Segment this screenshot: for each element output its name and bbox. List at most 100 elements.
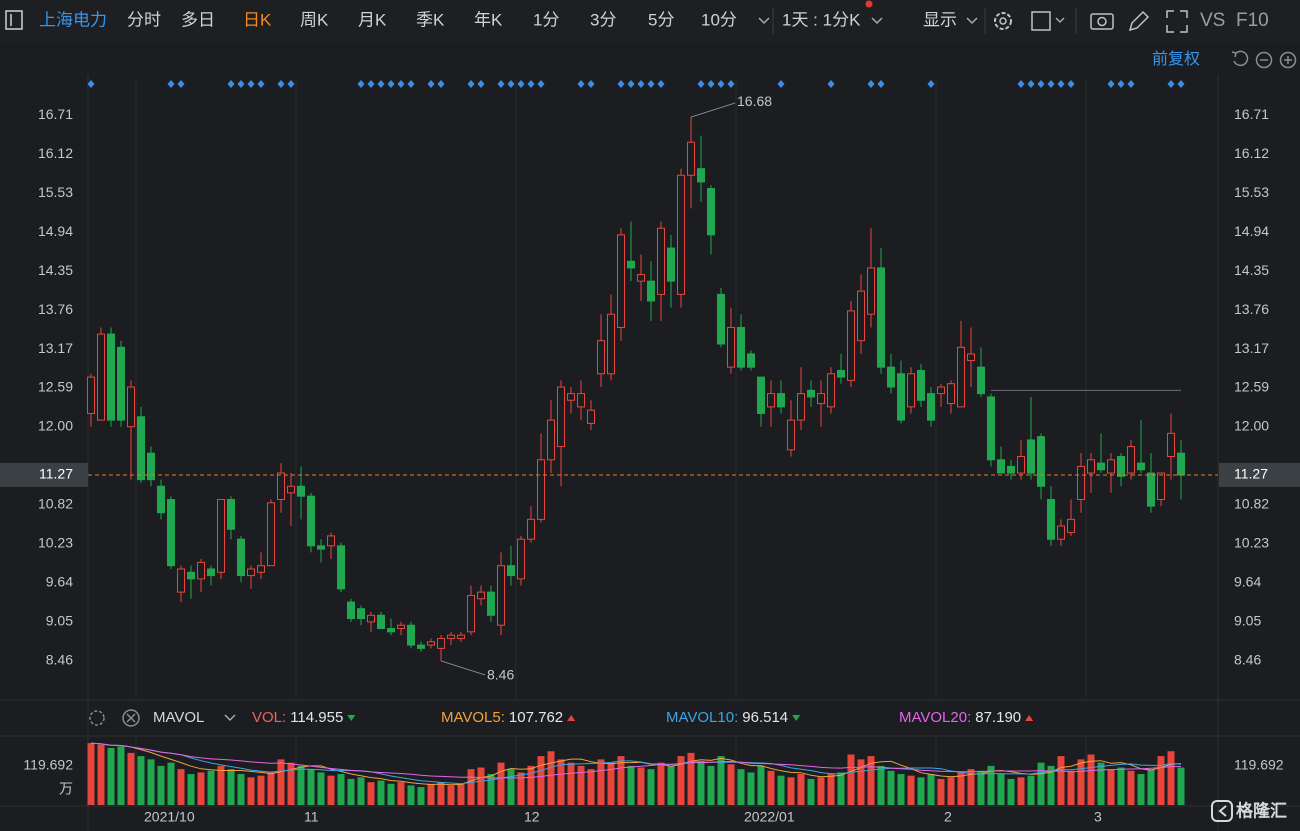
volume-bar <box>387 783 395 805</box>
period-tab[interactable]: 周K <box>300 10 329 29</box>
last-price-box <box>0 463 88 488</box>
volume-bar <box>927 774 935 805</box>
volume-bar <box>1087 754 1095 805</box>
adjust-mode[interactable]: 前复权 <box>1152 50 1200 68</box>
x-tick-label: 2022/01 <box>744 809 795 825</box>
volume-bar <box>177 769 185 805</box>
f10-button[interactable]: F10 <box>1236 10 1269 31</box>
candle-body <box>797 393 805 421</box>
y-tick-label-right: 14.94 <box>1234 223 1269 239</box>
candle-body <box>237 538 245 577</box>
volume-bar <box>1097 762 1105 805</box>
period-tab[interactable]: 5分 <box>648 10 674 29</box>
signal-marker <box>507 80 515 88</box>
signal-marker <box>707 80 715 88</box>
candle-body <box>997 459 1005 474</box>
chevron[interactable] <box>758 17 770 25</box>
period-tab[interactable]: 多日 <box>181 10 215 29</box>
volume-bar <box>647 769 655 805</box>
signal-marker <box>367 80 375 88</box>
volume-bar <box>637 767 645 805</box>
x-tick-label: 3 <box>1094 809 1102 825</box>
candle-body <box>207 568 215 577</box>
y-tick-label: 12.59 <box>38 378 73 394</box>
chevron <box>871 17 883 25</box>
volume-bar <box>797 774 805 805</box>
signal-marker <box>1047 80 1055 88</box>
draw-icon[interactable] <box>1128 10 1150 32</box>
signal-marker <box>777 80 785 88</box>
menu-icon[interactable] <box>5 10 23 30</box>
period-tab[interactable]: 分时 <box>127 10 161 29</box>
legend-name: VOL: <box>252 709 286 726</box>
candle-body <box>287 485 295 494</box>
candle-body <box>117 346 125 421</box>
period-tab[interactable]: 年K <box>474 10 503 29</box>
period-tab[interactable]: 3分 <box>590 10 616 29</box>
signal-marker <box>1017 80 1025 88</box>
candle-body <box>507 565 515 577</box>
volume-bar <box>947 777 955 805</box>
volume-bar <box>1127 770 1135 805</box>
indicator-name[interactable]: MAVOL <box>153 709 204 726</box>
period-tab[interactable]: 1分 <box>533 10 559 29</box>
indicator-settings[interactable] <box>89 710 105 726</box>
reset-icon[interactable] <box>1231 50 1249 67</box>
display-menu[interactable]: 显示 <box>923 10 957 29</box>
stock-name[interactable]: 上海电力 <box>39 10 107 29</box>
candle-body <box>1117 455 1125 477</box>
volume-bar <box>567 762 575 805</box>
volume-bar <box>147 759 155 805</box>
candle-body <box>1167 432 1175 457</box>
period-tab[interactable]: 月K <box>358 10 387 29</box>
signal-marker <box>397 80 405 88</box>
legend-value: 114.955 <box>290 709 343 726</box>
volume-bar <box>507 769 515 805</box>
candle-body <box>707 188 715 236</box>
period-select[interactable]: 1天 : 1分K <box>782 10 861 29</box>
candle-body <box>517 538 525 580</box>
candle-body <box>1007 465 1015 474</box>
volume-bar <box>227 769 235 805</box>
candle-body <box>1027 439 1035 474</box>
candle-body <box>147 452 155 481</box>
candle-body <box>927 393 935 421</box>
volume-bar <box>847 754 855 805</box>
candle-body <box>427 641 435 646</box>
signal-marker <box>727 80 735 88</box>
candle-body <box>1017 455 1025 474</box>
vs-button[interactable]: VS <box>1200 10 1225 31</box>
chevron[interactable] <box>224 714 236 722</box>
trend-arrow <box>347 715 356 721</box>
volume-bar <box>937 778 945 805</box>
volume-bar <box>747 772 755 805</box>
y-tick-label: 13.17 <box>38 340 73 356</box>
signal-marker <box>177 80 185 88</box>
camera-icon[interactable] <box>1090 13 1114 30</box>
volume-bar <box>707 765 715 805</box>
candle-body <box>477 591 485 600</box>
candle-body <box>267 502 275 567</box>
candle-body <box>737 326 745 368</box>
candle-body <box>617 234 625 328</box>
volume-bar <box>547 751 555 805</box>
candle-body <box>817 393 825 405</box>
volume-bar <box>657 762 665 805</box>
zoom-in-icon[interactable] <box>1279 51 1297 69</box>
period-tab[interactable]: 季K <box>416 10 445 29</box>
volume-bar <box>157 765 165 805</box>
zoom-out-icon[interactable] <box>1255 51 1273 69</box>
y-tick-label: 14.94 <box>38 223 73 239</box>
signal-marker <box>637 80 645 88</box>
period-tab[interactable]: 10分 <box>701 10 737 29</box>
volume-bar <box>377 780 385 805</box>
y-tick-label: 10.23 <box>38 535 73 551</box>
settings-icon[interactable] <box>994 12 1012 30</box>
candle-body <box>847 310 855 381</box>
indicator-close[interactable] <box>122 709 140 727</box>
fullscreen-icon[interactable] <box>1166 10 1188 33</box>
volume-bar <box>487 774 495 805</box>
period-tab[interactable]: 日K <box>243 10 272 29</box>
overlay-icon[interactable] <box>1031 11 1051 31</box>
